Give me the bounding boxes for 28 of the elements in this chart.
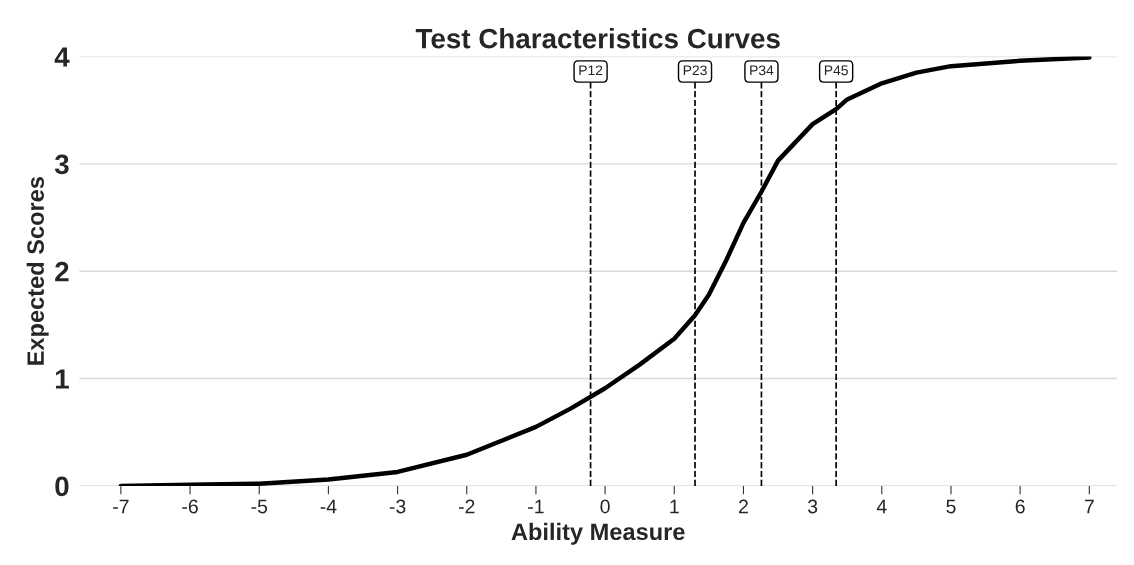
x-tick-label: 6 [1015,499,1025,514]
x-tick-label: 0 [600,499,610,514]
x-tick-label: -5 [251,499,268,514]
ref-line-label: P45 [824,65,848,76]
x-tick-label: 3 [807,499,818,514]
chart-title: Test Characteristics Curves [415,28,780,49]
x-tick-label: -3 [389,499,406,514]
ref-line-label: P12 [579,65,603,76]
y-tick-label: 4 [54,47,70,67]
x-tick-label: 4 [876,499,887,514]
line-series [118,56,1092,486]
x-axis-title: Ability Measure [511,522,685,545]
y-tick-label: 1 [55,369,69,389]
x-tick-label: 2 [739,499,748,514]
x-tick-label: -1 [528,499,544,514]
x-tick-label: 5 [946,499,956,514]
x-tick-label: -7 [113,499,129,514]
y-tick-label: 0 [55,476,69,497]
ref-line-label: P23 [683,65,707,76]
x-tick-label: -2 [458,499,475,514]
ref-line-label: P34 [750,65,774,76]
y-tick-label: 2 [55,261,69,282]
y-axis-title: Expected Scores [26,177,49,365]
x-tick-label: 7 [1084,499,1094,514]
y-tick-label: 3 [54,154,69,175]
x-tick-label: -4 [320,499,337,514]
x-tick-label: 1 [670,499,679,514]
x-tick-label: -6 [182,499,198,514]
